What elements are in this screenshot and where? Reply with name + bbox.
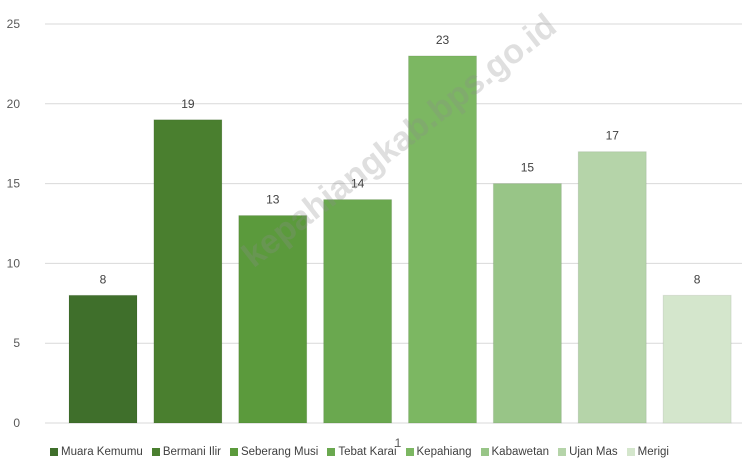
y-tick-label: 25	[7, 17, 21, 31]
legend-swatch	[50, 448, 58, 456]
y-tick-label: 0	[13, 416, 20, 430]
legend-label: Ujan Mas	[569, 446, 618, 458]
bar-ujan-mas	[577, 151, 647, 424]
legend-swatch	[327, 448, 336, 456]
data-label: 17	[606, 129, 620, 143]
bar-tebat-karai	[323, 199, 393, 424]
y-axis: 0 5 10 15 20 25	[7, 17, 21, 430]
legend-swatch	[558, 448, 567, 456]
legend-item: Kabawetan	[480, 446, 550, 458]
legend-item: Kepahiang	[405, 446, 472, 458]
legend-label: Kabawetan	[491, 446, 550, 458]
bar-kabawetan	[492, 183, 562, 424]
data-label: 23	[436, 33, 450, 47]
y-tick-label: 10	[7, 256, 21, 270]
legend-item: Merigi	[626, 446, 669, 458]
category-label: 1	[395, 436, 402, 450]
y-tick-label: 20	[7, 97, 21, 111]
legend-swatch	[480, 448, 489, 456]
data-label: 15	[521, 161, 535, 175]
legend-swatch	[151, 448, 160, 456]
legend-label: Seberang Musi	[240, 446, 319, 458]
data-label: 19	[181, 97, 195, 111]
data-label: 8	[694, 272, 701, 286]
legend-swatch	[626, 448, 635, 456]
legend-item: Bermani Ilir	[151, 446, 221, 458]
legend-label: Muara Kemumu	[61, 446, 143, 458]
bar-bermani-ilir	[153, 119, 223, 424]
legend-label: Tebat Karai	[338, 446, 397, 458]
bar-seberang-musi	[238, 215, 308, 424]
data-label: 13	[266, 193, 280, 207]
legend-item: Ujan Mas	[558, 446, 618, 458]
bar-muara-kemumu	[68, 294, 138, 424]
legend-item: Tebat Karai	[327, 446, 397, 458]
legend-label: Merigi	[637, 446, 669, 458]
legend: Muara Kemumu Bermani Ilir Seberang Musi Teb…	[50, 444, 740, 460]
legend-label: Kepahiang	[416, 446, 472, 458]
bar-kepahiang	[408, 55, 477, 424]
data-label: 8	[100, 272, 107, 286]
legend-swatch	[229, 448, 238, 456]
bar-merigi	[662, 294, 732, 424]
data-label: 14	[351, 177, 365, 191]
data-labels: 8 19 13 14 23 15 17 8	[100, 33, 701, 286]
y-tick-label: 5	[13, 336, 20, 350]
y-tick-label: 15	[7, 177, 21, 191]
bars	[68, 55, 732, 424]
legend-label: Bermani Ilir	[162, 446, 221, 458]
legend-swatch	[405, 448, 414, 456]
legend-item: Muara Kemumu	[50, 446, 143, 458]
legend-item: Seberang Musi	[229, 446, 319, 458]
